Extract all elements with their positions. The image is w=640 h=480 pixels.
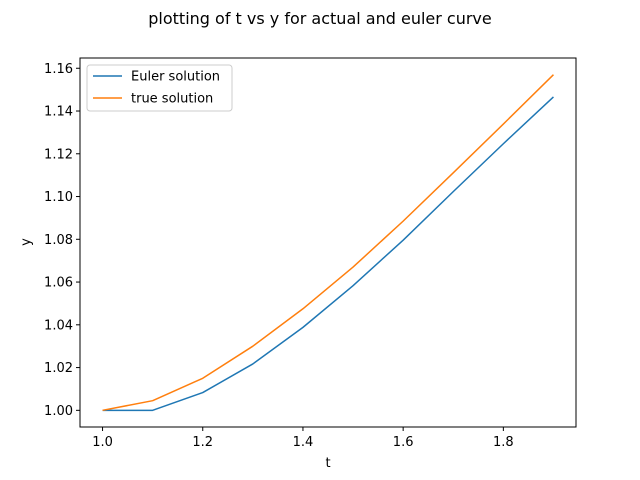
y-tick-label: 1.08 — [44, 233, 73, 248]
y-axis: 1.00 1.02 1.04 1.06 1.08 1.10 1.12 1.14 1.16 — [44, 62, 80, 419]
y-tick-label: 1.16 — [44, 62, 73, 77]
y-tick-label: 1.02 — [44, 361, 73, 376]
legend: Euler solution true solution — [86, 64, 233, 112]
y-tick-label: 1.06 — [44, 276, 73, 291]
y-tick-label: 1.12 — [44, 147, 73, 162]
legend-label: Euler solution — [131, 70, 220, 85]
legend-label: true solution — [131, 92, 213, 107]
x-tick-label: 1.2 — [192, 435, 213, 450]
x-axis: 1.0 1.2 1.4 1.6 1.8 — [92, 427, 514, 450]
y-tick-label: 1.00 — [44, 404, 73, 419]
x-axis-title: t — [325, 456, 330, 471]
y-tick-label: 1.04 — [44, 318, 73, 333]
plot-lines — [102, 74, 554, 412]
y-tick-label: 1.10 — [44, 190, 73, 205]
chart-title: plotting of t vs y for actual and euler … — [148, 9, 491, 28]
series-line-1 — [102, 74, 554, 412]
x-tick-label: 1.0 — [92, 435, 113, 450]
plot-frame — [79, 57, 577, 428]
x-tick-label: 1.8 — [493, 435, 514, 450]
series-line-0 — [102, 96, 554, 412]
x-tick-label: 1.6 — [393, 435, 414, 450]
y-tick-label: 1.14 — [44, 105, 73, 120]
legend-box — [86, 64, 233, 112]
x-tick-label: 1.4 — [293, 435, 314, 450]
y-axis-title: y — [19, 238, 34, 246]
